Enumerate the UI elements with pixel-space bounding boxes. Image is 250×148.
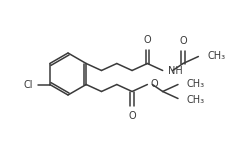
Text: O: O <box>150 78 158 89</box>
Text: O: O <box>179 36 187 45</box>
Text: CH₃: CH₃ <box>187 78 205 89</box>
Text: CH₃: CH₃ <box>187 95 205 104</box>
Text: O: O <box>144 34 151 45</box>
Text: O: O <box>128 111 136 120</box>
Text: Cl: Cl <box>23 79 33 90</box>
Text: CH₃: CH₃ <box>208 50 226 61</box>
Text: NH: NH <box>168 66 182 75</box>
